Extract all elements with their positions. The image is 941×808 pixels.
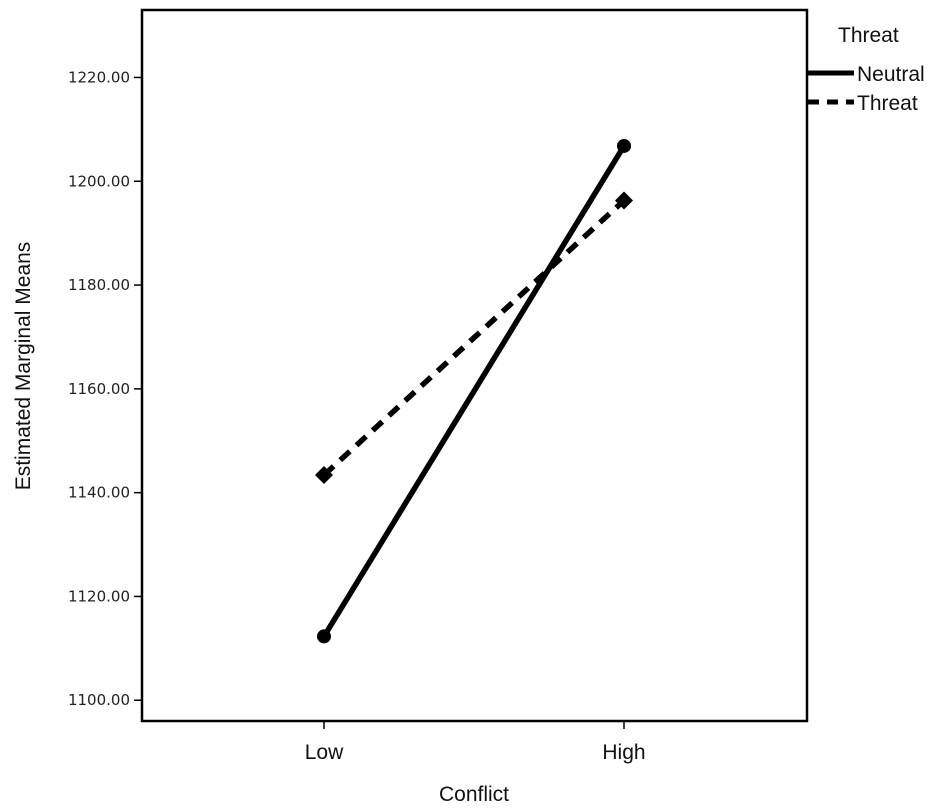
legend-title: Threat	[838, 24, 899, 47]
y-tick-label: 1140.00	[68, 484, 130, 502]
legend-label-neutral: Neutral	[857, 63, 925, 86]
y-tick-label: 1100.00	[68, 691, 130, 709]
x-tick-label-low: Low	[305, 741, 344, 764]
legend: Threat Neutral Threat	[808, 24, 925, 115]
y-tick-label: 1220.00	[68, 68, 130, 86]
plot-area	[142, 10, 807, 721]
y-tick-label: 1200.00	[68, 172, 130, 190]
y-axis: 1100.00 1120.00 1140.00 1160.00 1180.00 1200.…	[68, 68, 142, 709]
y-tick-label: 1160.00	[68, 380, 130, 398]
x-axis-title: Conflict	[439, 783, 509, 806]
y-tick-label: 1120.00	[68, 587, 130, 605]
legend-label-threat: Threat	[857, 92, 918, 115]
x-tick-label-high: High	[602, 741, 645, 764]
x-axis: Low High	[305, 721, 646, 764]
point-neutral-low	[317, 629, 331, 643]
y-axis-title: Estimated Marginal Means	[12, 242, 35, 491]
point-neutral-high	[617, 139, 631, 153]
y-tick-label: 1180.00	[68, 276, 130, 294]
